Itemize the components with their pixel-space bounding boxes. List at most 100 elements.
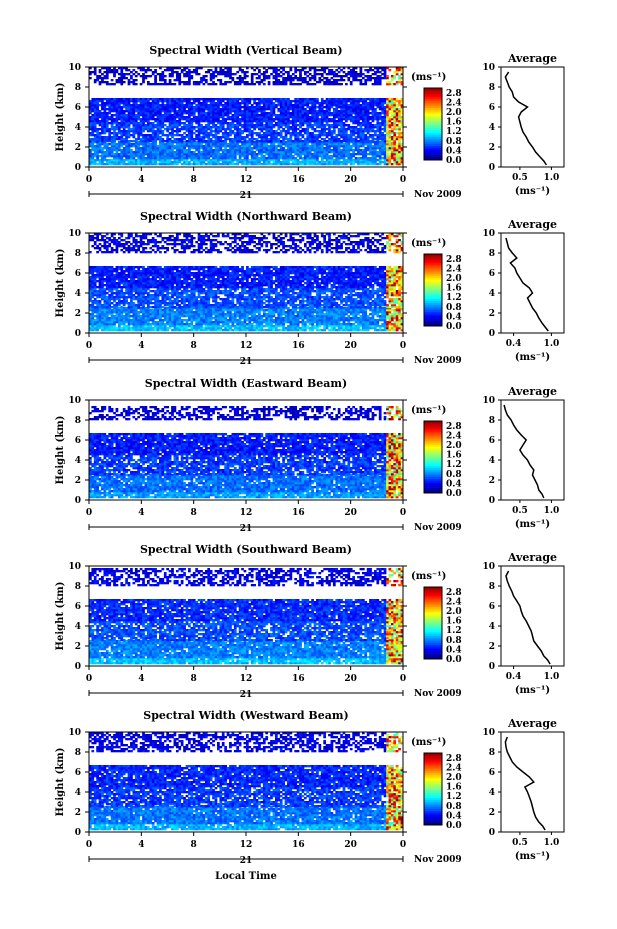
heatmap-cell	[306, 132, 310, 135]
heatmap-cell	[342, 108, 346, 111]
heatmap-cell	[207, 106, 211, 109]
heatmap-cell	[303, 116, 307, 119]
heatmap-cell	[96, 108, 99, 111]
heatmap-cell	[113, 106, 116, 109]
heatmap-cell	[134, 149, 138, 152]
heatmap-cell	[369, 143, 372, 146]
heatmap-cell	[265, 118, 269, 121]
heatmap-cell	[200, 79, 203, 82]
heatmap-cell	[255, 104, 259, 107]
heatmap-cell	[248, 102, 252, 105]
heatmap-cell	[105, 138, 109, 141]
heatmap-cell	[149, 155, 153, 158]
heatmap-cell	[204, 149, 208, 152]
heatmap-cell	[93, 98, 97, 101]
heatmap-cell	[161, 126, 165, 129]
heatmap-cell	[229, 81, 232, 84]
heatmap-cell	[359, 116, 363, 119]
heatmap-cell	[366, 157, 370, 160]
heatmap-cell	[376, 106, 380, 109]
heatmap-cell	[291, 79, 295, 82]
heatmap-cell	[332, 79, 336, 82]
heatmap-cell	[98, 98, 102, 101]
heatmap-cell	[219, 81, 223, 84]
heatmap-cell	[294, 110, 298, 113]
heatmap-cell	[137, 67, 141, 70]
heatmap-cell	[146, 153, 150, 156]
heatmap-cell	[156, 155, 160, 158]
heatmap-cell	[233, 126, 237, 129]
heatmap-cell	[209, 83, 213, 86]
heatmap-cell	[296, 327, 300, 330]
heatmap-cell	[330, 81, 334, 84]
heatmap-cell	[105, 327, 109, 330]
heatmap-cell	[289, 120, 293, 123]
heatmap-cell	[132, 151, 136, 154]
heatmap-cell	[93, 130, 97, 133]
heatmap-cell	[376, 114, 380, 117]
heatmap-cell	[299, 120, 302, 123]
heatmap-cell	[103, 325, 107, 328]
heatmap-cell	[224, 153, 227, 156]
heatmap-cell	[361, 122, 365, 125]
heatmap-cell	[120, 132, 124, 135]
heatmap-cell	[142, 130, 145, 133]
heatmap-cell	[318, 126, 322, 129]
heatmap-cell	[386, 112, 389, 115]
heatmap-cell	[207, 114, 211, 117]
heatmap-cell	[376, 75, 380, 78]
heatmap-cell	[221, 134, 225, 137]
heatmap-cell	[364, 163, 368, 166]
heatmap-cell	[219, 163, 223, 166]
heatmap-cell	[166, 155, 170, 158]
heatmap-cell	[400, 155, 404, 158]
heatmap-cell	[89, 128, 92, 131]
heatmap-cell	[238, 130, 242, 133]
heatmap-cell	[383, 122, 387, 125]
heatmap-cell	[277, 134, 281, 137]
heatmap-cell	[154, 155, 157, 158]
heatmap-cell	[108, 104, 112, 107]
heatmap-cell	[207, 71, 211, 74]
heatmap-cell	[219, 83, 223, 86]
heatmap-cell	[204, 98, 208, 101]
heatmap-cell	[178, 108, 182, 111]
heatmap-cell	[98, 116, 102, 119]
heatmap-cell	[98, 134, 102, 137]
heatmap-cell	[250, 124, 254, 127]
heatmap-cell	[96, 100, 99, 103]
heatmap-cell	[163, 98, 167, 101]
heatmap-cell	[173, 110, 177, 113]
heatmap-cell	[294, 153, 298, 156]
heatmap-cell	[374, 130, 377, 133]
heatmap-cell	[366, 124, 370, 127]
heatmap-cell	[183, 161, 186, 164]
heatmap-cell	[101, 118, 104, 121]
heatmap-cell	[146, 67, 150, 70]
heatmap-cell	[161, 161, 165, 164]
heatmap-cell	[159, 67, 162, 70]
heatmap-cell	[274, 75, 278, 78]
heatmap-cell	[386, 116, 389, 119]
heatmap-cell	[180, 71, 184, 74]
heatmap-cell	[130, 159, 133, 162]
heatmap-cell	[311, 114, 314, 117]
heatmap-cell	[113, 126, 116, 129]
heatmap-cell	[159, 110, 162, 113]
heatmap-cell	[180, 108, 184, 111]
heatmap-cell	[357, 145, 360, 148]
heatmap-cell	[195, 118, 198, 121]
heatmap-cell	[132, 130, 136, 133]
heatmap-cell	[89, 153, 92, 156]
heatmap-cell	[299, 155, 302, 158]
heatmap-cell	[284, 153, 288, 156]
heatmap-cell	[233, 110, 237, 113]
heatmap-cell	[214, 132, 218, 135]
heatmap-cell	[105, 100, 109, 103]
heatmap-cell	[330, 71, 334, 74]
heatmap-cell	[267, 98, 271, 101]
heatmap-cell	[320, 106, 324, 109]
heatmap-cell	[185, 73, 189, 76]
heatmap-cell	[154, 81, 157, 84]
heatmap-cell	[253, 110, 256, 113]
